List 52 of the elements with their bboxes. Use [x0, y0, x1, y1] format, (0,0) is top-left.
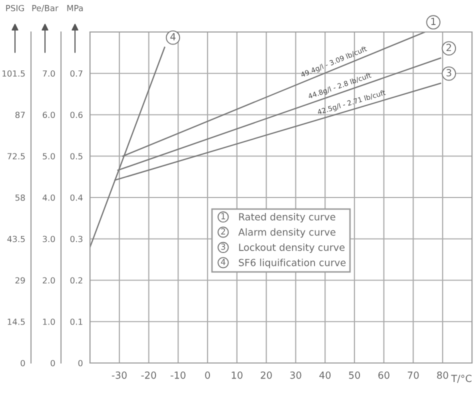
- x-tick-label: 30: [290, 372, 302, 379]
- x-tick-label: -10: [170, 372, 186, 379]
- y-tick-label: 0.4: [70, 194, 83, 201]
- y2-tick-label: 5.0: [42, 153, 55, 160]
- y-tick-label: 0.6: [70, 112, 83, 118]
- y3-tick-label: 14.5: [8, 318, 25, 325]
- x-tick-label: -30: [112, 372, 127, 379]
- annotation: 4: [170, 33, 176, 40]
- text: 2: [221, 228, 225, 234]
- y2-tick-label: 2.0: [42, 277, 55, 284]
- annotation: 1: [431, 18, 436, 25]
- annotation: 3: [446, 69, 452, 76]
- y-tick-label: 0: [78, 360, 82, 366]
- x-tick-label: 10: [232, 372, 242, 379]
- y2-axis-title: Pe/Bar: [32, 5, 58, 12]
- legend-label: Rated density curve: [239, 212, 336, 222]
- y2-tick-label: 3.0: [42, 236, 55, 242]
- y2-tick-label: 1.0: [43, 318, 55, 325]
- x-axis-title: T/°C: [451, 374, 472, 383]
- annotation: 2: [446, 44, 452, 52]
- y2-tick-label: 4.0: [42, 194, 55, 201]
- legend-label: SF6 liquification curve: [238, 258, 346, 268]
- y3-tick-label: 72.5: [8, 153, 25, 160]
- legend-label: Alarm density curve: [238, 228, 336, 238]
- x-tick-label: 40: [319, 372, 331, 379]
- y-tick-label: 0.1: [70, 318, 82, 325]
- legend-label: Lockout density curve: [239, 243, 345, 253]
- x-tick-label: 50: [349, 372, 360, 379]
- y-tick-label: 0.3: [70, 236, 82, 242]
- y2-tick-label: 6.0: [42, 112, 55, 118]
- text: 4: [220, 258, 226, 265]
- x-tick-label: 0: [205, 372, 210, 379]
- y-tick-label: 0.5: [70, 153, 82, 160]
- y3-tick-label: 87: [15, 112, 25, 118]
- y3-axis-title: PSIG: [6, 4, 24, 12]
- y-tick-label: 0.7: [70, 70, 82, 77]
- x-tick-label: 20: [260, 372, 272, 379]
- text: 1: [221, 213, 226, 220]
- y2-tick-label: 0: [50, 360, 55, 366]
- y-axis-title: MPa: [67, 5, 83, 12]
- x-tick-label: 80: [437, 372, 448, 379]
- y-tick-label: 0.2: [70, 277, 82, 284]
- text: 3: [221, 244, 226, 250]
- y3-tick-label: 0: [20, 360, 25, 366]
- x-tick-label: 60: [378, 372, 390, 379]
- x-tick-label: -20: [141, 372, 156, 379]
- y2-tick-label: 7.0: [42, 70, 55, 77]
- y3-tick-label: 29: [15, 277, 25, 284]
- x-tick-label: 70: [408, 372, 419, 379]
- y3-tick-label: 58: [15, 194, 25, 201]
- y3-tick-label: 43.5: [7, 236, 25, 242]
- y3-tick-label: 101.5: [2, 70, 25, 77]
